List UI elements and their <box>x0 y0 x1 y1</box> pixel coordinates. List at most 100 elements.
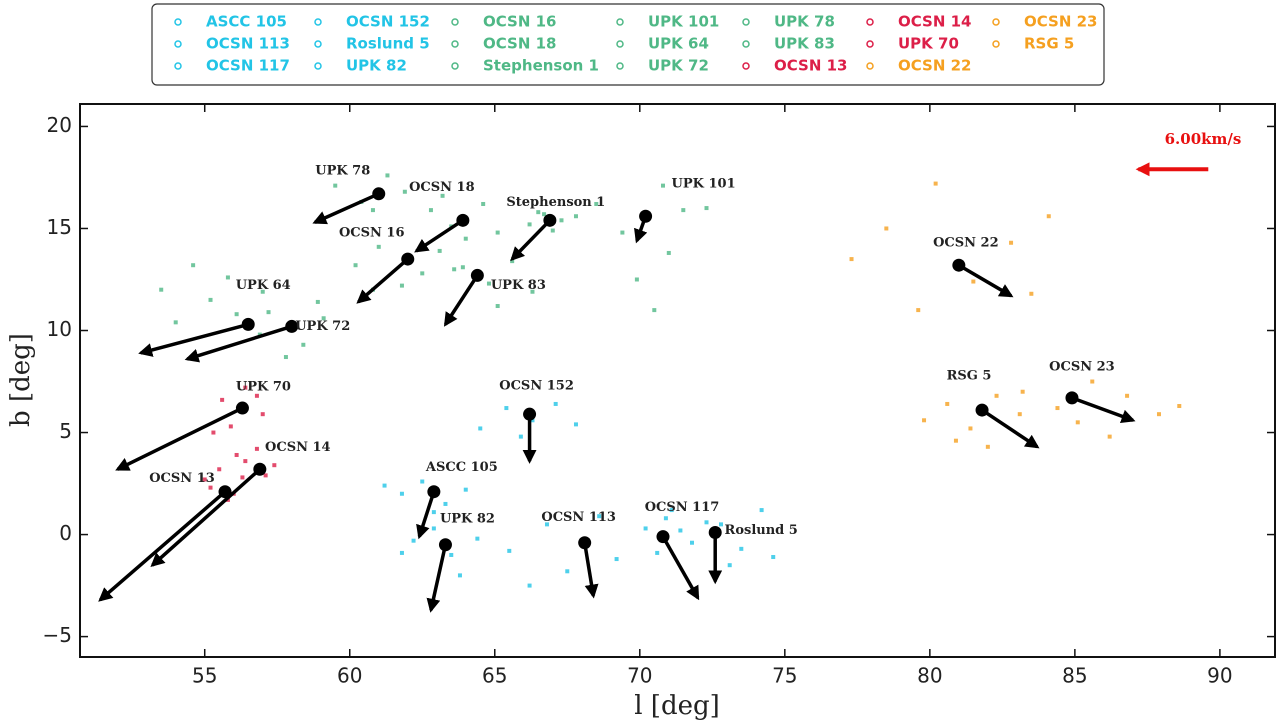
member-star <box>228 424 233 429</box>
legend-marker <box>174 40 182 48</box>
member-star <box>1055 406 1060 411</box>
member-star <box>594 201 599 206</box>
motion-arrow <box>981 408 1040 449</box>
motion-arrow <box>582 542 599 599</box>
cluster-label: OCSN 14 <box>265 440 331 455</box>
x-tick-label: 60 <box>337 664 362 688</box>
motion-arrow <box>443 274 479 327</box>
member-star <box>573 214 578 219</box>
member-star <box>916 308 921 313</box>
member-star <box>643 526 648 531</box>
legend-label: RSG 5 <box>1024 35 1074 53</box>
member-star <box>739 546 744 551</box>
member-star <box>457 573 462 578</box>
cluster-center <box>656 530 670 544</box>
member-star <box>1090 379 1095 384</box>
member-star <box>1107 434 1112 439</box>
member-star <box>399 491 404 496</box>
motion-arrow <box>661 535 700 601</box>
member-star <box>321 316 326 321</box>
member-star <box>933 181 938 186</box>
member-star <box>260 412 265 417</box>
cluster-label: OCSN 18 <box>409 180 475 195</box>
member-star <box>382 483 387 488</box>
legend-marker <box>992 40 1000 48</box>
member-star <box>440 193 445 198</box>
member-star <box>240 475 245 480</box>
member-star <box>945 401 950 406</box>
legend-label: UPK 83 <box>774 35 835 53</box>
cluster-center <box>523 407 537 421</box>
legend-label: UPK 82 <box>346 57 407 75</box>
legend-marker <box>314 40 322 48</box>
cluster-center <box>470 268 484 282</box>
member-star <box>922 418 927 423</box>
member-star <box>399 550 404 555</box>
member-star <box>254 393 259 398</box>
legend-label: UPK 101 <box>648 13 719 31</box>
member-star <box>428 208 433 213</box>
cluster-center <box>218 485 232 499</box>
member-star <box>660 183 665 188</box>
member-star <box>481 201 486 206</box>
member-star <box>460 265 465 270</box>
x-tick-label: 55 <box>192 664 217 688</box>
y-tick-label: 15 <box>47 215 72 239</box>
member-star <box>953 438 958 443</box>
member-star <box>431 510 436 515</box>
motion-arrow <box>138 322 249 357</box>
member-star <box>771 555 776 560</box>
cluster-center <box>427 485 441 499</box>
cluster-label: OCSN 13 <box>149 471 215 486</box>
cluster-label: OCSN 16 <box>339 226 405 241</box>
cluster-label: UPK 78 <box>315 163 370 178</box>
cluster-label: UPK 72 <box>295 319 350 334</box>
member-star <box>1156 412 1161 417</box>
legend-label: OCSN 117 <box>206 57 290 75</box>
cluster-center <box>639 209 653 223</box>
legend-label: OCSN 16 <box>483 13 557 31</box>
cluster-label: ASCC 105 <box>425 460 498 475</box>
x-tick-label: 85 <box>1062 664 1087 688</box>
member-star <box>719 522 724 527</box>
member-star <box>385 173 390 178</box>
y-axis-label: b [deg] <box>6 333 36 427</box>
motion-arrow <box>356 257 409 304</box>
member-star <box>263 473 268 478</box>
legend-label: ASCC 105 <box>206 13 287 31</box>
member-star <box>559 218 564 223</box>
member-star <box>1125 393 1130 398</box>
member-star <box>1029 291 1034 296</box>
cluster-center <box>241 317 255 331</box>
member-star <box>402 189 407 194</box>
member-star <box>431 526 436 531</box>
cluster-label: OCSN 22 <box>933 236 999 251</box>
motion-arrow <box>312 192 380 225</box>
member-star <box>452 267 457 272</box>
cluster-label: OCSN 117 <box>645 500 720 515</box>
member-star <box>283 355 288 360</box>
member-star <box>272 463 277 468</box>
member-star <box>353 263 358 268</box>
motion-arrow <box>184 324 293 363</box>
member-star <box>678 528 683 533</box>
member-star <box>217 467 222 472</box>
member-star <box>530 418 535 423</box>
member-star <box>333 183 338 188</box>
y-tick-label: 5 <box>59 419 72 443</box>
member-star <box>1177 404 1182 409</box>
cluster-center <box>235 401 249 415</box>
legend-marker <box>174 62 182 70</box>
member-star <box>463 236 468 241</box>
cluster-center <box>456 213 470 227</box>
legend-label: UPK 70 <box>898 35 959 53</box>
cluster-label: UPK 64 <box>236 278 291 293</box>
member-star <box>478 426 483 431</box>
legend-marker <box>742 18 750 26</box>
cluster-center <box>578 536 592 550</box>
x-tick-label: 70 <box>627 664 652 688</box>
cluster-center <box>372 187 386 201</box>
legend-label: OCSN 113 <box>206 35 290 53</box>
member-star <box>652 308 657 313</box>
